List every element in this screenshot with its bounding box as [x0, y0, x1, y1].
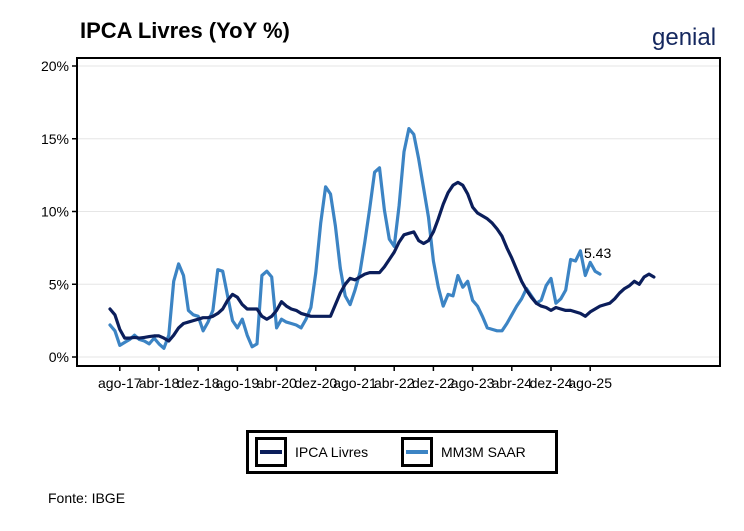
x-tick-label: abr-18	[139, 375, 180, 391]
x-axis: ago-17abr-18dez-18ago-19abr-20dez-20ago-…	[98, 366, 612, 391]
plot-frame	[76, 57, 721, 367]
legend-swatch	[255, 437, 287, 467]
legend: IPCA Livres MM3M SAAR	[246, 430, 558, 474]
source-note: Fonte: IBGE	[48, 490, 126, 506]
y-tick-label: 10%	[41, 204, 69, 220]
x-tick-label: dez-22	[412, 375, 455, 391]
genial-logo: genial	[652, 24, 717, 51]
last-value-annotation: 5.43	[584, 245, 611, 261]
x-tick-label: abr-24	[492, 375, 533, 391]
x-tick-label: ago-23	[451, 375, 495, 391]
legend-label: IPCA Livres	[295, 444, 369, 460]
y-tick-label: 5%	[49, 276, 69, 292]
y-tick-label: 15%	[41, 131, 69, 147]
chart-title: IPCA Livres (YoY %)	[80, 18, 290, 43]
x-tick-label: dez-24	[530, 375, 573, 391]
x-tick-label: ago-17	[98, 375, 142, 391]
series-line-ipca-livres	[108, 180, 656, 343]
x-tick-label: abr-20	[256, 375, 297, 391]
series-lines	[108, 127, 656, 350]
x-tick-label: dez-20	[294, 375, 337, 391]
y-tick-label: 20%	[41, 58, 69, 74]
y-axis: 0% 5% 10% 15% 20%	[41, 58, 77, 365]
series-line-mm3m-saar	[108, 127, 602, 350]
legend-item-ipca-livres: IPCA Livres	[249, 433, 368, 471]
x-tick-label: ago-21	[333, 375, 377, 391]
x-tick-label: dez-18	[177, 375, 220, 391]
x-tick-label: abr-22	[374, 375, 415, 391]
y-tick-label: 0%	[49, 349, 69, 365]
legend-item-mm3m-saar: MM3M SAAR	[395, 433, 526, 471]
x-tick-label: ago-19	[216, 375, 260, 391]
legend-label: MM3M SAAR	[441, 444, 526, 460]
x-tick-label: ago-25	[568, 375, 612, 391]
legend-swatch	[401, 437, 433, 467]
